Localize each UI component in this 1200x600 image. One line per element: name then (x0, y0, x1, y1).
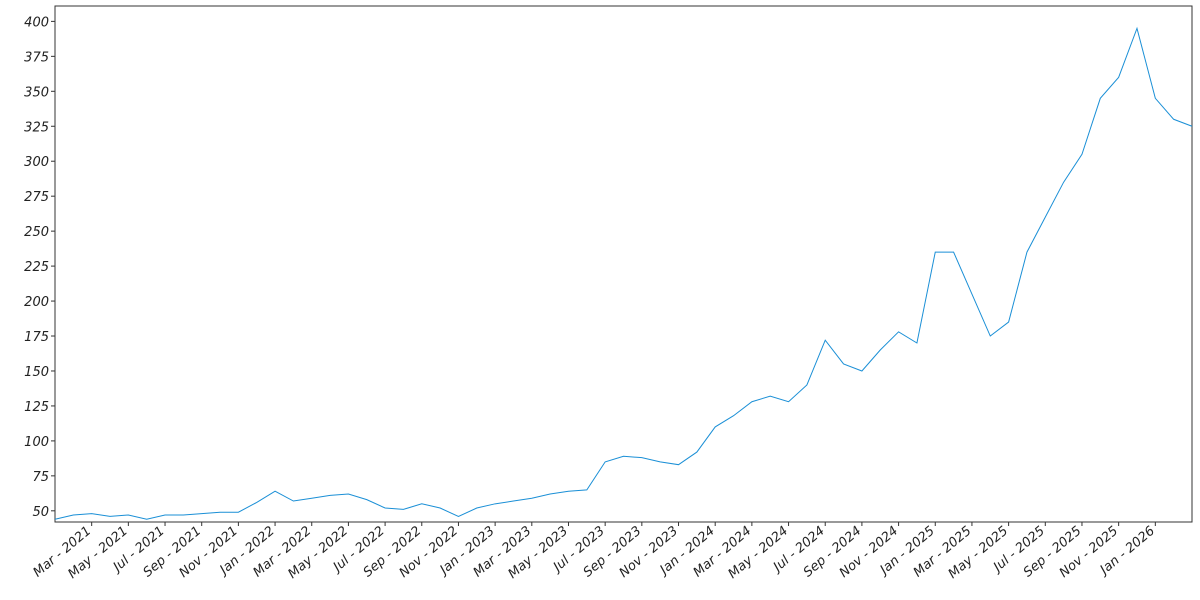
y-tick-label: 300 (24, 155, 49, 170)
y-tick-label: 375 (24, 50, 49, 65)
y-tick-label: 100 (24, 435, 49, 450)
y-tick-label: 50 (32, 505, 49, 520)
y-tick-label: 150 (24, 365, 49, 380)
y-tick-label: 400 (24, 15, 49, 30)
y-tick-label: 325 (24, 120, 49, 135)
y-tick-label: 225 (24, 260, 49, 275)
y-tick-label: 125 (24, 400, 49, 415)
y-tick-label: 75 (32, 470, 49, 485)
price-line (54, 26, 1193, 520)
y-tick-label: 350 (24, 85, 49, 100)
y-tick-label: 200 (24, 295, 49, 310)
y-tick-label: 175 (24, 330, 49, 345)
plot-frame (54, 5, 1193, 523)
y-tick-label: 250 (24, 225, 49, 240)
y-tick-label: 275 (24, 190, 49, 205)
